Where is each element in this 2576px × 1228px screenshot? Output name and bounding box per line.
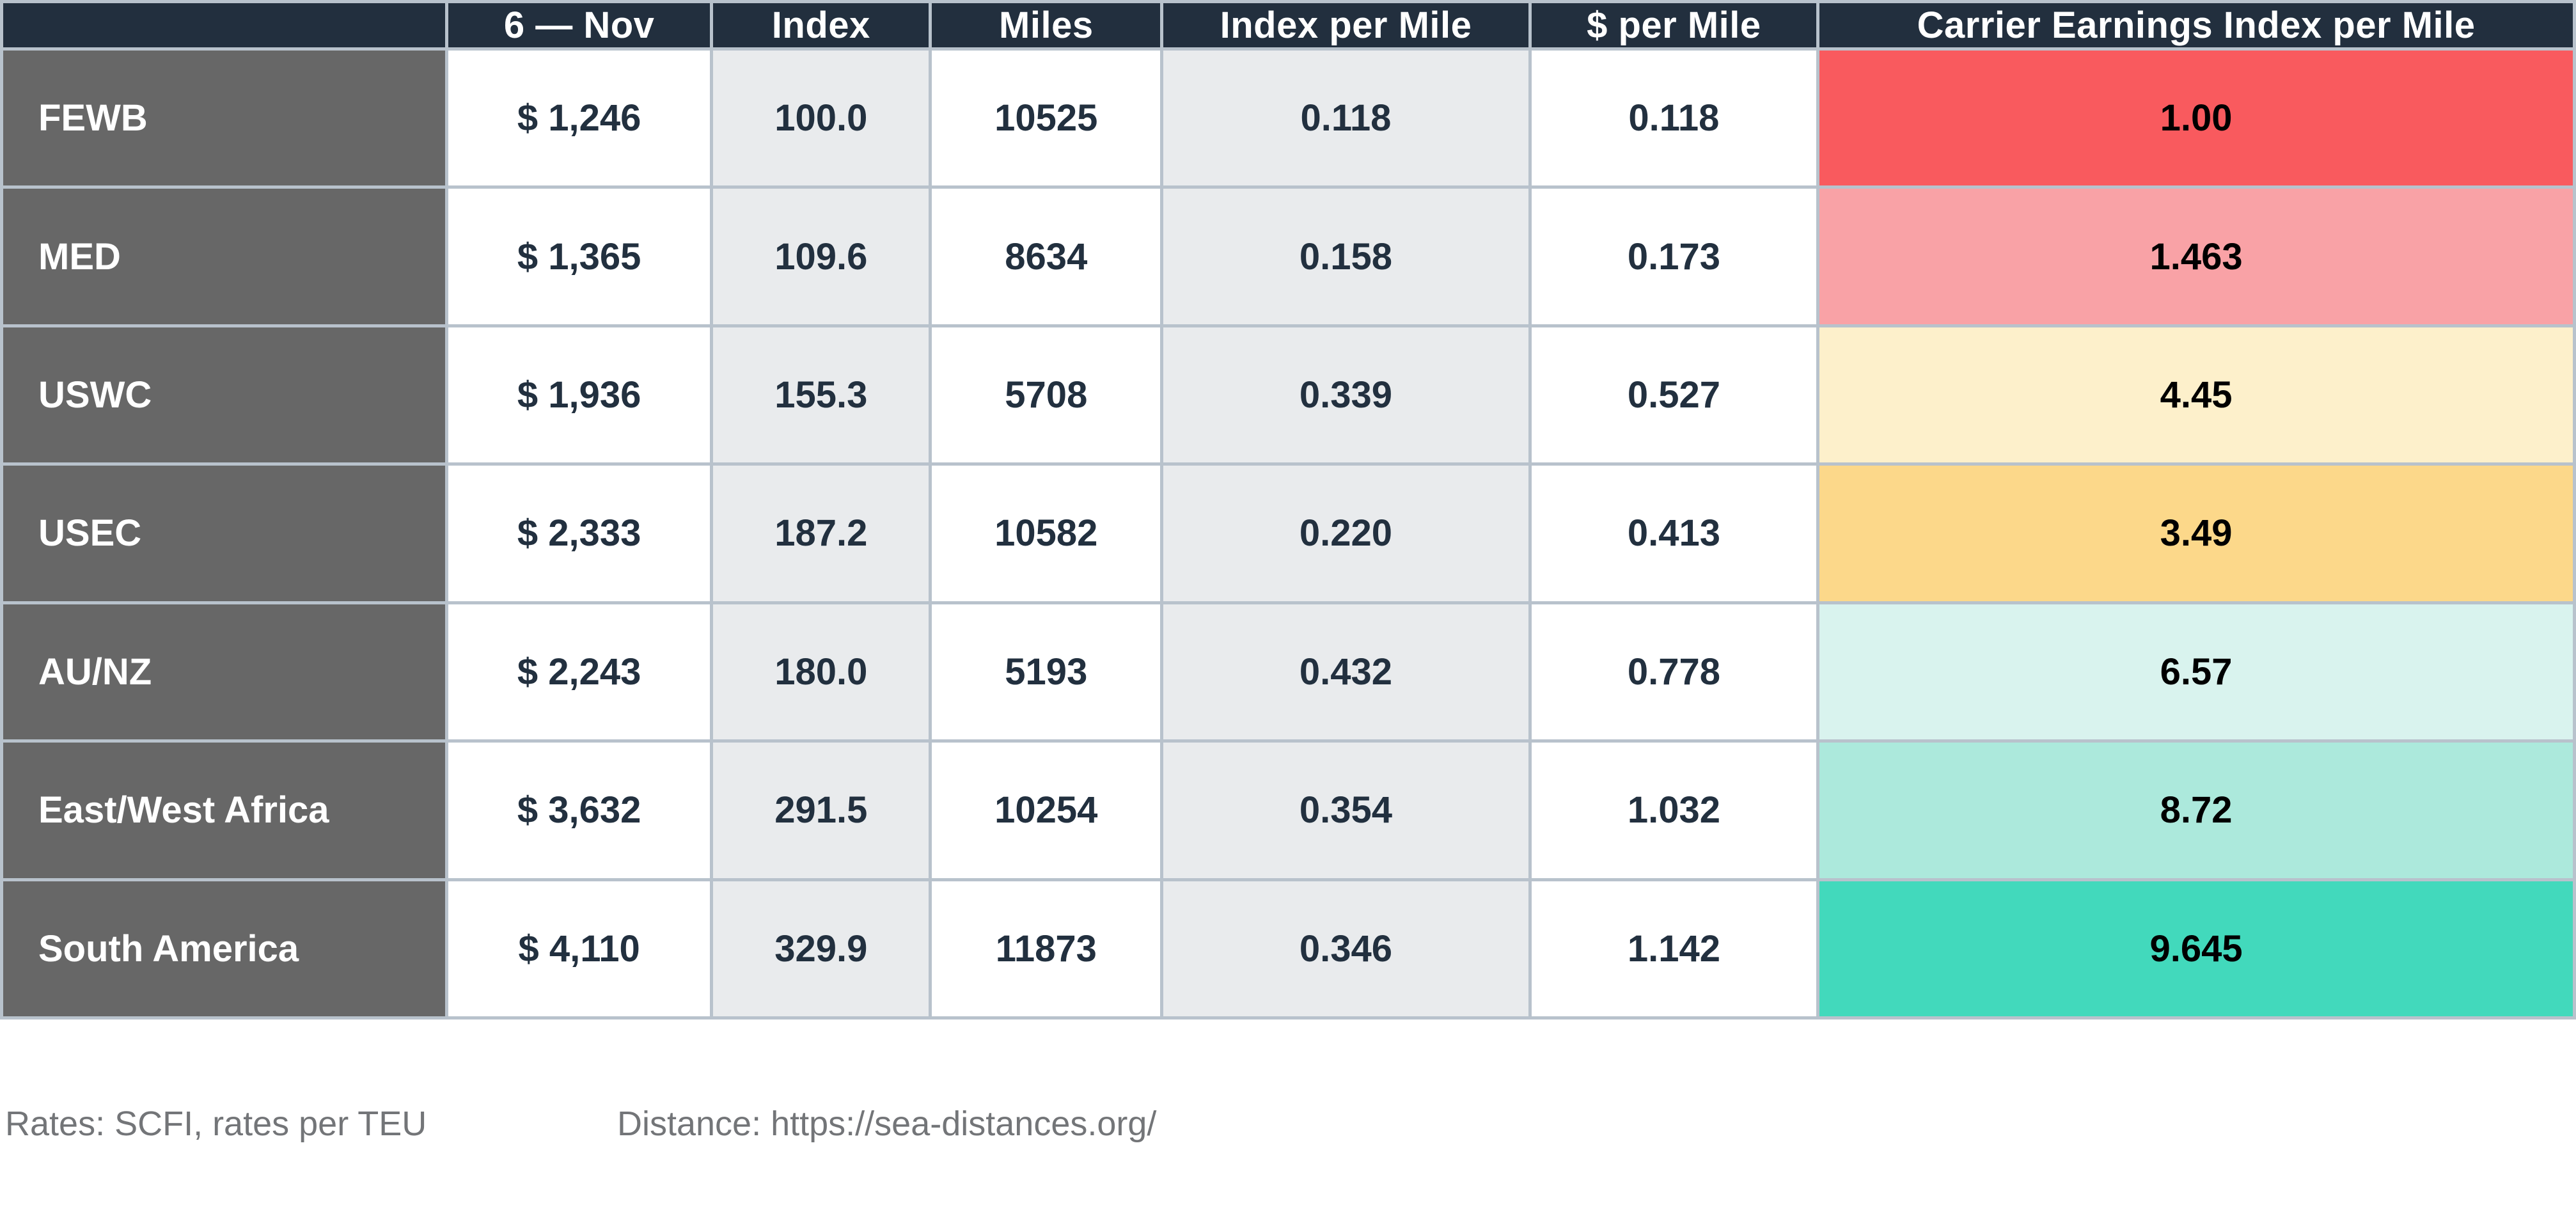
cell-rate: $ 2,333 (444, 462, 714, 604)
table-row-south-america: South America $ 4,110 329.9 11873 0.346 … (0, 878, 2576, 1020)
table-row-med: MED $ 1,365 109.6 8634 0.158 0.173 1.463 (0, 185, 2576, 327)
row-label: AU/NZ (0, 601, 448, 743)
cell-carrier-earnings-heat: 8.72 (1816, 739, 2576, 881)
distance-source-note: Distance: https://sea-distances.org/ (617, 1105, 1157, 1143)
cell-index: 155.3 (710, 324, 932, 466)
cell-miles: 10525 (929, 47, 1164, 189)
freight-rates-table: 6 — Nov Index Miles Index per Mile $ per… (0, 0, 2576, 1020)
cell-index-per-mile: 0.432 (1160, 601, 1532, 743)
table-row-usec: USEC $ 2,333 187.2 10582 0.220 0.413 3.4… (0, 462, 2576, 604)
row-label: FEWB (0, 47, 448, 189)
cell-carrier-earnings-heat: 9.645 (1816, 878, 2576, 1020)
cell-miles: 11873 (929, 878, 1164, 1020)
column-header-usd-per-mile: $ per Mile (1528, 0, 1820, 51)
cell-rate: $ 3,632 (444, 739, 714, 881)
table-row-uswc: USWC $ 1,936 155.3 5708 0.339 0.527 4.45 (0, 324, 2576, 466)
column-header-carrier-earnings: Carrier Earnings Index per Mile (1816, 0, 2576, 51)
table-row-aunz: AU/NZ $ 2,243 180.0 5193 0.432 0.778 6.5… (0, 601, 2576, 743)
cell-index: 329.9 (710, 878, 932, 1020)
cell-index-per-mile: 0.158 (1160, 185, 1532, 327)
cell-miles: 8634 (929, 185, 1164, 327)
column-header-index-per-mile: Index per Mile (1160, 0, 1532, 51)
cell-index-per-mile: 0.339 (1160, 324, 1532, 466)
cell-usd-per-mile: 0.527 (1528, 324, 1820, 466)
cell-usd-per-mile: 0.173 (1528, 185, 1820, 327)
cell-index-per-mile: 0.220 (1160, 462, 1532, 604)
row-label: East/West Africa (0, 739, 448, 881)
cell-rate: $ 4,110 (444, 878, 714, 1020)
cell-usd-per-mile: 0.118 (1528, 47, 1820, 189)
cell-usd-per-mile: 0.778 (1528, 601, 1820, 743)
cell-rate: $ 1,936 (444, 324, 714, 466)
table-row-east-west-africa: East/West Africa $ 3,632 291.5 10254 0.3… (0, 739, 2576, 881)
cell-carrier-earnings-heat: 3.49 (1816, 462, 2576, 604)
cell-miles: 10582 (929, 462, 1164, 604)
column-header-date: 6 — Nov (444, 0, 714, 51)
row-label: USEC (0, 462, 448, 604)
cell-index-per-mile: 0.354 (1160, 739, 1532, 881)
cell-usd-per-mile: 1.142 (1528, 878, 1820, 1020)
cell-miles: 10254 (929, 739, 1164, 881)
cell-rate: $ 2,243 (444, 601, 714, 743)
header-row: 6 — Nov Index Miles Index per Mile $ per… (0, 0, 2576, 51)
cell-miles: 5708 (929, 324, 1164, 466)
cell-rate: $ 1,365 (444, 185, 714, 327)
row-label: USWC (0, 324, 448, 466)
cell-usd-per-mile: 1.032 (1528, 739, 1820, 881)
footer-notes: Rates: SCFI, rates per TEU Distance: htt… (0, 1095, 2576, 1153)
cell-rate: $ 1,246 (444, 47, 714, 189)
cell-carrier-earnings-heat: 1.463 (1816, 185, 2576, 327)
rates-source-note: Rates: SCFI, rates per TEU (5, 1105, 427, 1143)
cell-usd-per-mile: 0.413 (1528, 462, 1820, 604)
cell-index: 291.5 (710, 739, 932, 881)
cell-carrier-earnings-heat: 1.00 (1816, 47, 2576, 189)
cell-carrier-earnings-heat: 6.57 (1816, 601, 2576, 743)
cell-index: 109.6 (710, 185, 932, 327)
cell-index: 100.0 (710, 47, 932, 189)
corner-header-cell (0, 0, 448, 51)
cell-carrier-earnings-heat: 4.45 (1816, 324, 2576, 466)
table-row-fewb: FEWB $ 1,246 100.0 10525 0.118 0.118 1.0… (0, 47, 2576, 189)
cell-miles: 5193 (929, 601, 1164, 743)
row-label: South America (0, 878, 448, 1020)
cell-index: 187.2 (710, 462, 932, 604)
cell-index: 180.0 (710, 601, 932, 743)
cell-index-per-mile: 0.346 (1160, 878, 1532, 1020)
row-label: MED (0, 185, 448, 327)
cell-index-per-mile: 0.118 (1160, 47, 1532, 189)
column-header-index: Index (710, 0, 932, 51)
column-header-miles: Miles (929, 0, 1164, 51)
